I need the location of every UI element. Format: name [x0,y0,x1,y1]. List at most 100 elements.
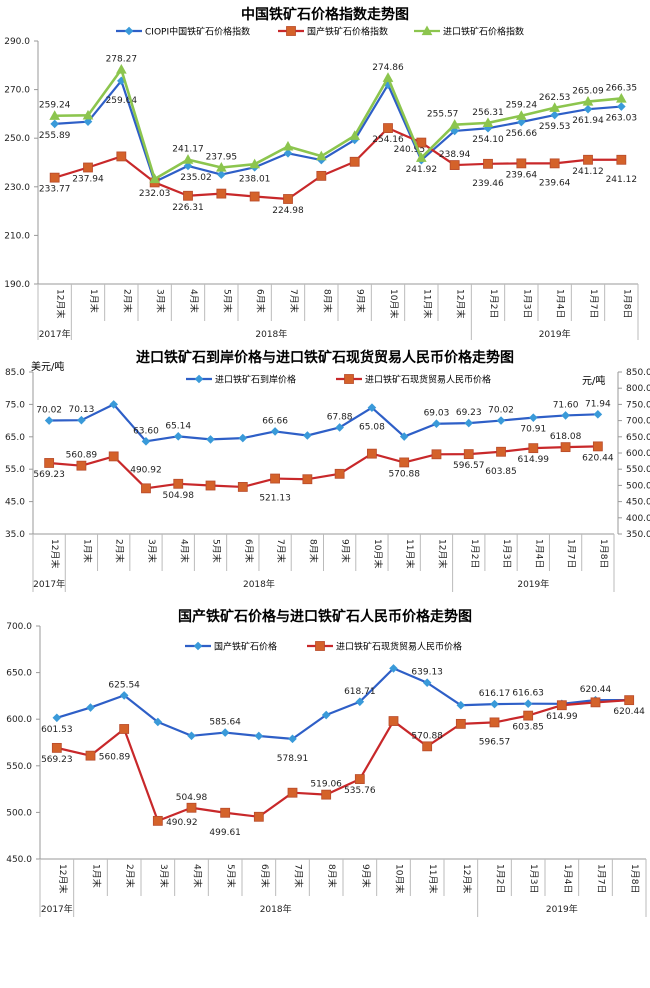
data-point-triangle [349,130,361,140]
data-point-square [549,158,560,169]
data-point-diamond [464,418,474,428]
x-category-label: 1月4日 [555,289,566,318]
data-point-diamond [270,427,280,436]
series-blue: 70.02 70.13 63.60 65.14 66.66 67.88 65.08 69.03… [36,399,611,446]
data-point-diamond [50,119,59,129]
data-point-diamond [254,731,264,741]
data-point-square [496,446,506,457]
x-category-label: 9月末 [340,539,352,563]
x-category-label: 10月末 [372,539,384,568]
x-category-label: 5月末 [211,539,223,563]
data-point-triangle [182,154,194,164]
data-label: 239.46 [472,179,504,189]
data-label: 601.53 [41,725,73,735]
x-category-label: 7月末 [275,539,287,563]
data-point-diamond [367,403,377,412]
data-point-square [141,483,151,494]
x-category-label: 1月3日 [528,864,539,893]
x-category-label: 1月8日 [598,539,609,568]
legend-marker-diamond-icon [193,641,203,651]
x-category-label: 12月末 [461,864,473,893]
data-label: 67.88 [327,412,353,422]
y-tick-label: 45.0 [5,498,25,508]
data-point-square [183,190,193,201]
data-label: 233.77 [39,185,71,195]
data-label: 504.98 [163,491,195,501]
data-point-triangle [282,140,294,151]
data-label: 259.24 [506,101,538,111]
data-point-triangle [49,110,61,120]
legend-label: 进口铁矿石现货贸易人民币价格 [336,641,462,653]
chart-title: 进口铁矿石到岸价格与进口铁矿石现货贸易人民币价格走势图 [136,349,514,366]
y-tick-label: 650.0 [6,669,32,679]
data-point-triangle [449,119,461,129]
data-label: 620.44 [613,707,645,717]
data-point-square [152,815,163,826]
data-point-diamond [456,700,466,710]
data-point-square [556,700,567,711]
x-category-label: 10月末 [388,289,400,318]
series-blue: 601.53 625.54 585.64 578.91 618.71 639.13 616.… [41,664,634,764]
data-point-square [367,448,377,459]
series-line-blue [56,667,630,740]
legend-marker-square-icon [344,374,354,384]
data-label: 232.03 [139,189,171,199]
data-label: 262.53 [539,93,571,103]
data-point-triangle [382,72,394,82]
data-label: 569.23 [33,470,65,480]
data-point-square [205,480,216,491]
data-label: 256.31 [472,108,504,118]
x-group-label: 2019年 [539,328,571,340]
y-tick-label: 190.0 [4,280,30,290]
data-point-diamond [303,431,312,440]
legend-marker-square-icon [315,641,325,651]
legend-label: 进口铁矿石价格指数 [443,26,524,38]
data-point-square [302,474,313,485]
data-point-diamond [617,102,626,111]
x-group-label: 2019年 [517,578,549,590]
x-category-label: 1月末 [88,289,100,313]
data-point-diamond [283,148,293,158]
data-label: 237.94 [72,175,104,185]
legend-marker-diamond-icon [124,26,134,36]
data-label: 535.76 [344,786,376,796]
data-label: 238.01 [239,174,271,184]
data-label: 254.16 [372,135,404,145]
series-line-red [54,126,622,201]
data-label: 259.24 [39,101,71,111]
data-label: 255.89 [39,131,71,141]
data-label: 639.13 [411,668,443,678]
data-label: 254.10 [472,135,504,145]
legend-marker-square-icon [286,26,296,36]
x-category-label: 12月末 [436,539,448,568]
data-label: 570.88 [388,469,420,479]
data-label: 490.92 [166,818,198,828]
data-label: 261.94 [572,116,604,126]
y-right-tick-label: 400.0 [626,514,650,524]
data-point-square [83,162,93,173]
x-category-label: 1月3日 [521,289,532,318]
data-label: 578.91 [277,754,309,764]
x-category-label: 4月末 [188,289,200,313]
data-point-triangle [315,150,327,161]
data-label: 614.99 [518,455,550,465]
data-point-square [283,194,293,204]
x-category-label: 1月4日 [562,864,573,893]
data-label: 519.06 [310,780,342,790]
data-label: 224.98 [272,206,304,216]
data-point-diamond [220,728,230,737]
data-point-square [237,482,248,492]
x-group-label: 2018年 [255,328,287,340]
data-point-diamond [83,117,93,126]
x-category-label: 5月末 [225,864,237,888]
data-label: 266.35 [606,83,638,93]
data-label: 63.60 [133,426,159,436]
y-tick-label: 75.0 [5,400,25,410]
y-axis-unit-left: 美元/吨 [31,360,64,373]
data-label: 620.44 [580,685,612,695]
data-point-triangle [82,109,94,120]
data-point-diamond [206,435,215,444]
data-label: 263.03 [606,114,638,124]
x-group-label: 2019年 [546,903,578,915]
y-tick-label: 35.0 [5,530,25,540]
